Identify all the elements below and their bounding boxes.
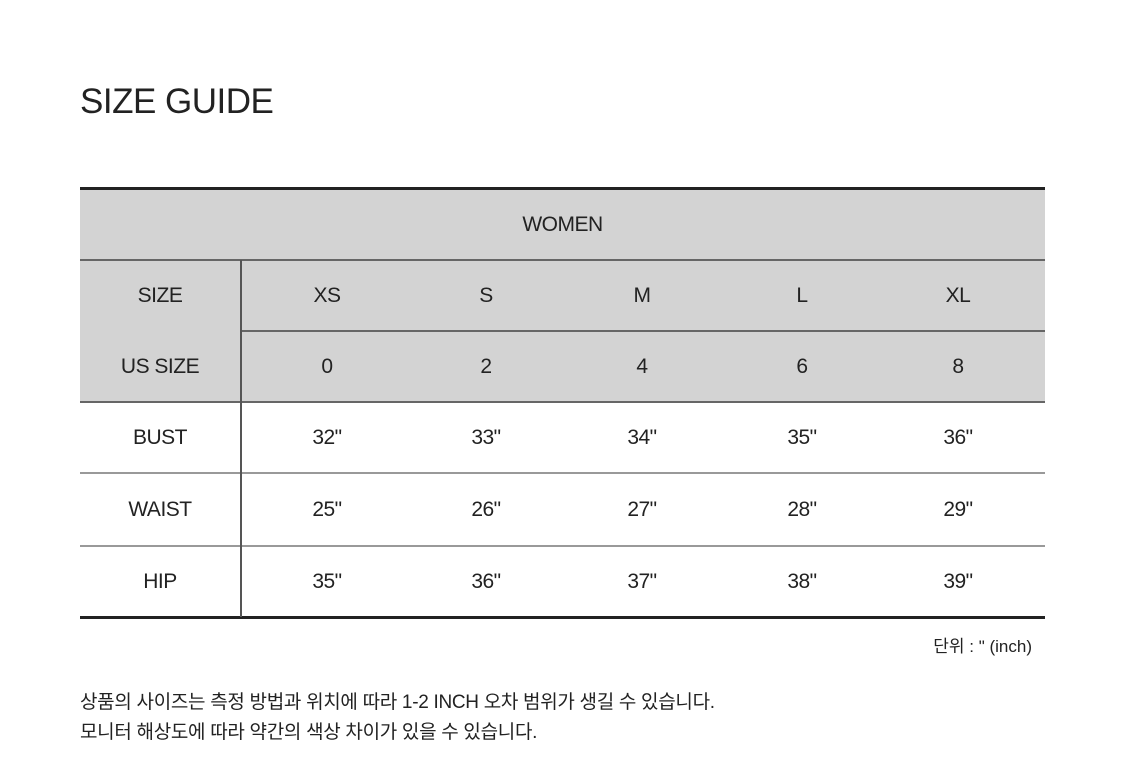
table-cell: L — [796, 283, 808, 307]
divider — [80, 401, 1045, 403]
row-label-hip: HIP — [143, 569, 177, 593]
table-cell: 26" — [471, 497, 501, 521]
table-cell: 8 — [952, 354, 964, 378]
section-header-women: WOMEN — [522, 212, 603, 236]
table-cell: 25" — [312, 497, 342, 521]
row-label-size: SIZE — [137, 283, 183, 307]
table-cell: S — [479, 283, 493, 307]
row-label-waist: WAIST — [128, 497, 192, 521]
table-cell: 2 — [480, 354, 492, 378]
table-cell: 27" — [627, 497, 657, 521]
column-divider — [240, 260, 242, 617]
table-cell: XL — [945, 283, 971, 307]
divider — [80, 545, 1045, 547]
row-label-us-size: US SIZE — [120, 354, 200, 378]
disclaimer-line-1: 상품의 사이즈는 측정 방법과 위치에 따라 1-2 INCH 오차 범위가 생… — [80, 692, 715, 713]
row-label-bust: BUST — [132, 425, 188, 449]
table-cell: 0 — [321, 354, 333, 378]
table-top-border — [80, 187, 1045, 190]
size-table: WOMEN SIZE US SIZE BUST WAIST HIP XS S M L X… — [80, 187, 1045, 619]
table-cell: XS — [313, 283, 341, 307]
table-cell: 37" — [627, 569, 657, 593]
divider — [80, 472, 1045, 474]
table-cell: 29" — [943, 497, 973, 521]
table-cell: 35" — [787, 425, 817, 449]
table-cell: 4 — [636, 354, 648, 378]
table-cell: 36" — [471, 569, 501, 593]
table-cell: 39" — [943, 569, 973, 593]
divider — [80, 259, 1045, 261]
page-title: SIZE GUIDE — [80, 82, 274, 121]
table-cell: 33" — [471, 425, 501, 449]
unit-note: 단위 : " (inch) — [933, 637, 1032, 656]
table-cell: 32" — [312, 425, 342, 449]
table-cell: M — [633, 283, 652, 307]
table-cell: 38" — [787, 569, 817, 593]
table-cell: 34" — [627, 425, 657, 449]
table-cell: 28" — [787, 497, 817, 521]
table-cell: 36" — [943, 425, 973, 449]
divider — [241, 330, 1045, 332]
table-bottom-border — [80, 616, 1045, 619]
disclaimer-line-2: 모니터 해상도에 따라 약간의 색상 차이가 있을 수 있습니다. — [80, 722, 538, 743]
table-cell: 6 — [796, 354, 808, 378]
table-cell: 35" — [312, 569, 342, 593]
